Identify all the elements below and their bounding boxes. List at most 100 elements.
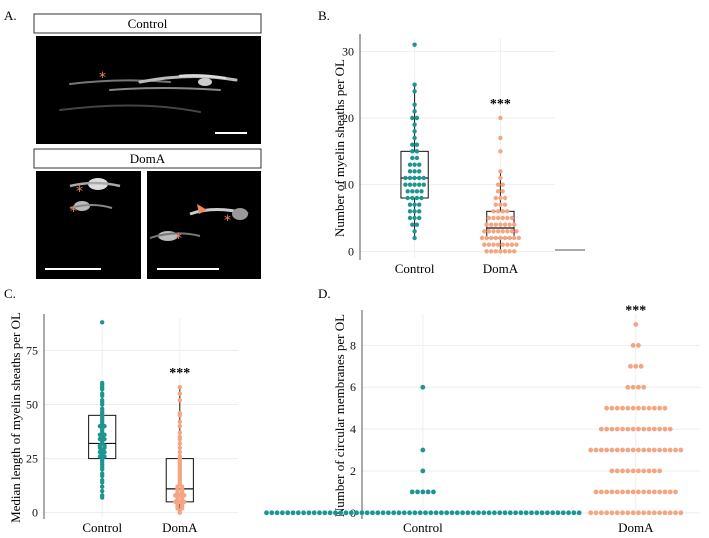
data-point (662, 447, 668, 453)
data-point (498, 235, 503, 241)
data-point (417, 202, 422, 207)
data-point (491, 215, 496, 221)
data-point (100, 406, 105, 412)
data-point (630, 342, 636, 348)
data-point (484, 222, 489, 227)
data-point (332, 510, 338, 516)
doma-right-cells (149, 208, 249, 241)
data-point (370, 510, 375, 516)
data-point (177, 434, 182, 440)
data-point (646, 489, 652, 495)
data-point (476, 510, 481, 516)
data-point (667, 426, 673, 432)
data-point (421, 175, 426, 181)
data-point (498, 202, 503, 207)
data-point (420, 447, 426, 453)
data-point (497, 510, 503, 516)
data-point (667, 510, 673, 516)
data-point (177, 441, 182, 446)
data-point (678, 510, 684, 516)
data-point (502, 202, 508, 207)
data-point (505, 229, 510, 234)
data-point (493, 235, 498, 241)
doma-micrograph-right (147, 171, 261, 279)
data-point (412, 122, 417, 127)
data-point (657, 426, 663, 432)
data-point (100, 320, 105, 325)
data-point (420, 468, 426, 474)
data-point (295, 510, 301, 516)
data-point (651, 489, 657, 495)
data-point (500, 209, 505, 214)
data-point (410, 222, 415, 227)
data-point (364, 510, 370, 516)
data-point (484, 249, 489, 254)
data-point (322, 510, 328, 516)
data-point (509, 229, 515, 234)
data-point (516, 235, 521, 241)
data-point (177, 410, 182, 416)
data-point (646, 405, 652, 411)
data-point (177, 449, 182, 455)
data-point (512, 235, 517, 241)
data-point (614, 405, 620, 411)
data-point (662, 510, 668, 516)
arrowhead-marker (197, 204, 207, 214)
data-point (502, 249, 508, 254)
data-point (604, 426, 610, 432)
data-point (493, 202, 498, 207)
data-point (100, 484, 105, 489)
panel-a-microscopy: Control * DomA * * (33, 13, 262, 279)
data-point (354, 510, 359, 516)
data-point (657, 447, 663, 453)
data-point (630, 510, 636, 516)
data-point (414, 115, 420, 121)
data-point (609, 489, 615, 495)
data-point (609, 447, 615, 453)
data-point (486, 242, 492, 247)
data-point (491, 510, 497, 516)
data-point (391, 510, 397, 516)
x-tick-label: DomA (483, 261, 519, 276)
y-tick-label: 30 (342, 44, 354, 58)
data-point (407, 215, 413, 221)
data-point (633, 322, 639, 327)
data-point (539, 510, 545, 516)
data-point (505, 209, 510, 214)
data-point (407, 175, 413, 181)
control-image-label: Control (128, 16, 168, 31)
data-point (518, 510, 524, 516)
data-point (657, 489, 663, 495)
data-point (498, 195, 503, 201)
data-point (500, 229, 505, 234)
data-point (560, 510, 566, 516)
data-point (177, 385, 182, 390)
data-point (495, 209, 501, 214)
data-point (177, 391, 182, 396)
data-point (417, 215, 422, 221)
control-label-box (33, 13, 262, 34)
data-point (417, 182, 422, 187)
data-point (614, 468, 620, 474)
data-point (414, 155, 420, 161)
data-point (481, 510, 487, 516)
data-point (507, 222, 512, 227)
data-point (410, 142, 415, 147)
data-point (523, 510, 529, 516)
data-point (636, 426, 641, 432)
data-point (651, 447, 657, 453)
data-point (498, 149, 503, 154)
data-point (414, 222, 420, 227)
data-point (571, 510, 577, 516)
data-point (100, 391, 105, 396)
data-point (177, 445, 182, 450)
data-point (614, 510, 620, 516)
data-point (412, 235, 417, 241)
data-point (651, 405, 657, 411)
data-point (641, 405, 647, 411)
data-point (491, 229, 496, 234)
x-tick-label: DomA (162, 520, 198, 535)
data-point (609, 405, 615, 411)
data-point (620, 468, 625, 474)
